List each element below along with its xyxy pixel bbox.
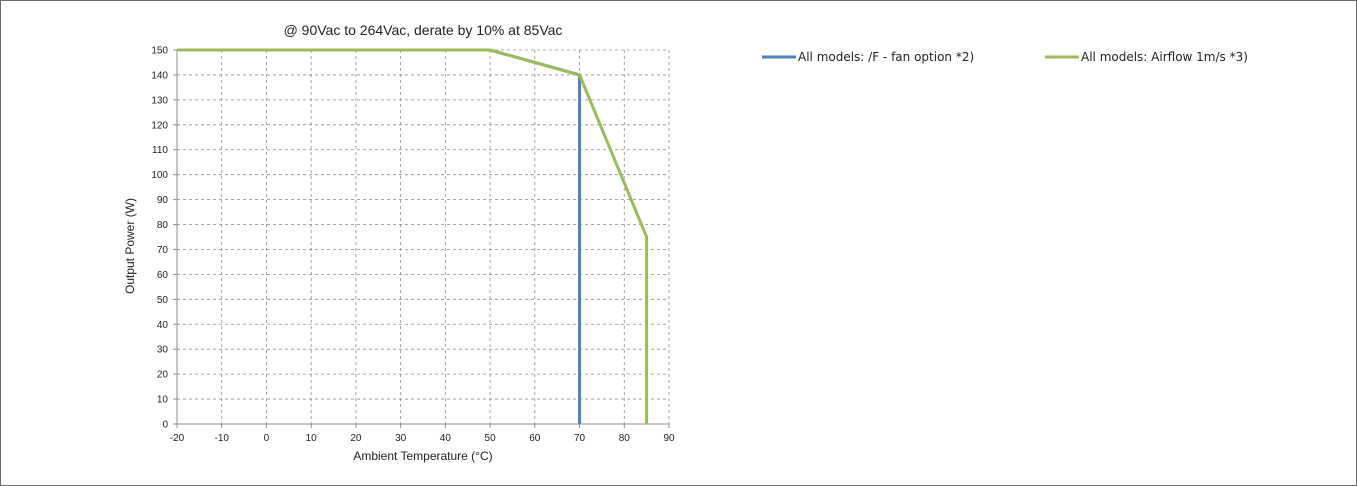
y-tick-label: 30 — [157, 345, 169, 356]
y-tick-label: 40 — [157, 320, 169, 331]
x-tick-label: 60 — [529, 433, 541, 444]
y-tick-label: 80 — [157, 220, 169, 231]
y-tick-label: 20 — [157, 370, 169, 381]
y-tick-label: 0 — [162, 420, 168, 431]
tick-labels: -20 -10 0 10 20 30 40 50 60 70 80 90 0 10 20 30 40 50 60 70… — [151, 46, 675, 445]
y-tick-label: 10 — [157, 395, 169, 406]
y-tick-label: 50 — [157, 295, 169, 306]
x-axis-label: Ambient Temperature (°C) — [353, 449, 492, 463]
x-tick-label: -20 — [170, 433, 185, 444]
x-tick-label: 50 — [485, 433, 497, 444]
x-tick-label: 80 — [619, 433, 631, 444]
x-tick-label: -10 — [215, 433, 230, 444]
y-tick-label: 90 — [157, 195, 169, 206]
x-tick-label: 40 — [440, 433, 452, 444]
legend-label-2: All models: Airflow 1m/s *3) — [1081, 50, 1248, 64]
series-lines — [177, 48, 649, 424]
y-tick-label: 150 — [151, 46, 168, 57]
x-tick-label: 70 — [574, 433, 586, 444]
y-tick-label: 70 — [157, 245, 169, 256]
x-tick-label: 10 — [306, 433, 318, 444]
y-tick-label: 120 — [151, 120, 168, 131]
y-tick-label: 60 — [157, 270, 169, 281]
x-tick-label: 0 — [264, 433, 270, 444]
y-tick-label: 130 — [151, 95, 168, 106]
y-tick-label: 110 — [152, 145, 168, 156]
legend-label-1: All models: /F - fan option *2) — [798, 50, 974, 64]
x-tick-label: 90 — [663, 433, 675, 444]
x-tick-label: 20 — [350, 433, 362, 444]
series-line-2 — [177, 48, 649, 424]
series-line-1 — [177, 48, 582, 424]
grid — [177, 49, 670, 424]
y-tick-label: 140 — [151, 70, 168, 81]
y-axis-label: Output Power (W) — [123, 198, 137, 294]
axes — [173, 49, 670, 428]
chart-title: @ 90Vac to 264Vac, derate by 10% at 85Va… — [284, 22, 563, 38]
y-tick-label: 100 — [151, 170, 168, 181]
x-tick-label: 30 — [395, 433, 407, 444]
legend: All models: /F - fan option *2) All model… — [762, 50, 1248, 64]
